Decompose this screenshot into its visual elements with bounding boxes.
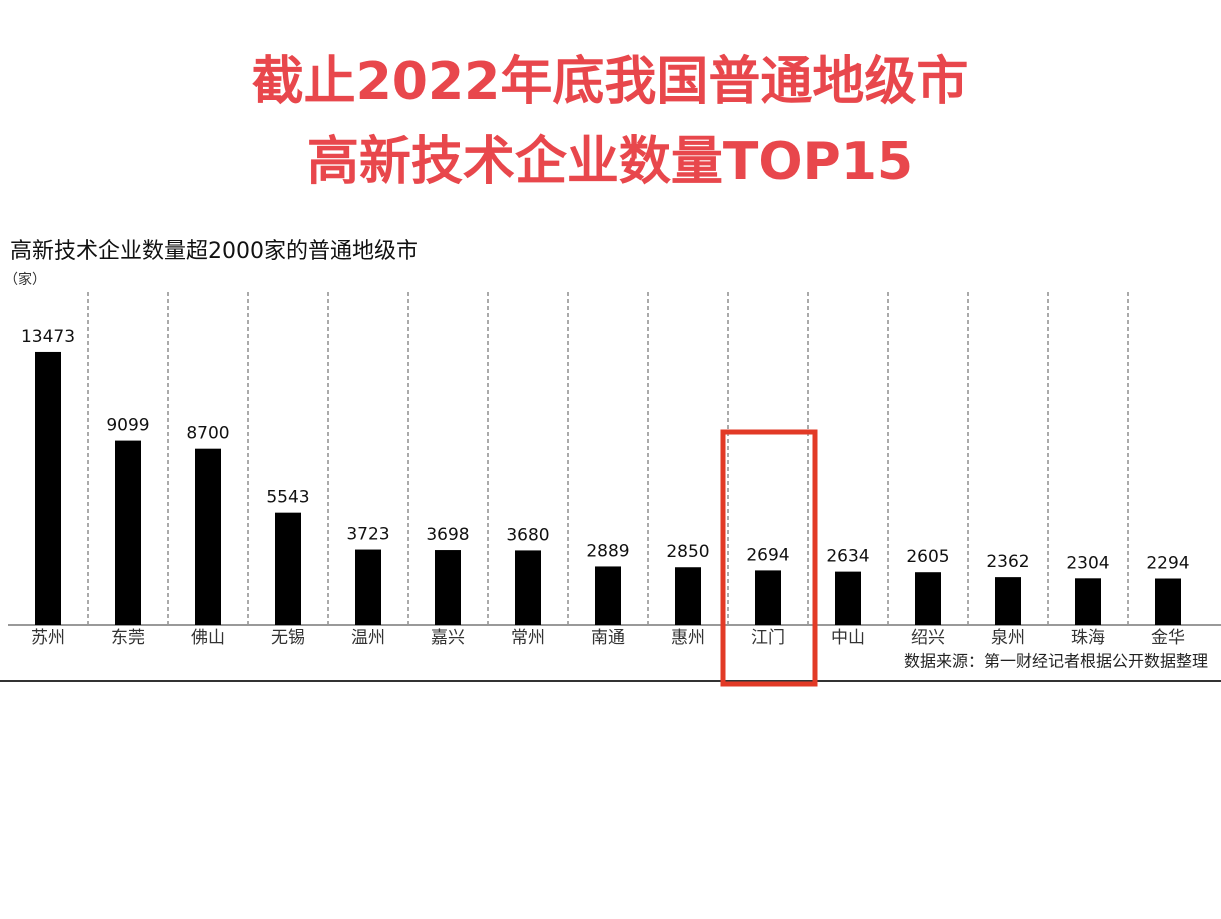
x-tick-label: 中山	[831, 628, 865, 648]
value-label: 2304	[1066, 553, 1109, 573]
x-tick-label: 嘉兴	[431, 628, 465, 648]
bar	[435, 550, 461, 625]
x-tick-label: 珠海	[1071, 628, 1105, 648]
unit-label: （家）	[4, 271, 46, 288]
x-tick-label: 惠州	[671, 628, 705, 648]
value-label: 9099	[106, 416, 149, 436]
value-label: 2294	[1146, 554, 1189, 574]
bar	[595, 566, 621, 625]
bar	[275, 512, 301, 625]
value-label: 2362	[986, 552, 1029, 572]
bar	[915, 572, 941, 625]
value-label: 2634	[826, 547, 869, 567]
bar	[755, 570, 781, 625]
x-tick-label: 常州	[511, 628, 545, 648]
highlight-box	[720, 429, 818, 687]
x-tick-label: 金华	[1151, 628, 1185, 648]
bar	[515, 550, 541, 625]
x-tick-label: 东莞	[111, 628, 145, 648]
value-label: 5543	[266, 488, 309, 508]
chart-subtitle: 高新技术企业数量超2000家的普通地级市	[10, 239, 418, 264]
x-tick-label: 绍兴	[911, 628, 945, 648]
value-label: 8700	[186, 424, 229, 444]
bar	[355, 549, 381, 625]
source-note: 数据来源：第一财经记者根据公开数据整理	[904, 652, 1208, 671]
bar	[675, 567, 701, 625]
value-label: 3723	[346, 525, 389, 545]
bar	[1075, 578, 1101, 625]
x-tick-label: 无锡	[271, 628, 305, 648]
bar	[35, 351, 61, 625]
value-label: 3698	[426, 525, 469, 545]
x-tick-label: 佛山	[191, 628, 225, 648]
value-label: 13473	[21, 327, 75, 347]
x-tick-label: 南通	[591, 628, 625, 648]
x-tick-label: 江门	[751, 628, 785, 648]
value-label: 3680	[506, 525, 549, 545]
bar	[195, 448, 221, 625]
chart-title: 高新技术企业数量TOP15	[307, 132, 913, 192]
x-tick-label: 苏州	[31, 628, 65, 648]
bar	[995, 577, 1021, 625]
x-tick-label: 温州	[351, 628, 385, 648]
chart-title: 截止2022年底我国普通地级市	[252, 52, 969, 112]
value-label: 2694	[746, 545, 789, 565]
bar	[835, 571, 861, 625]
value-label: 2850	[666, 542, 709, 562]
bar	[115, 440, 141, 625]
value-label: 2889	[586, 541, 629, 561]
x-tick-label: 泉州	[991, 628, 1025, 648]
bar	[1155, 578, 1181, 625]
value-label: 2605	[906, 547, 949, 567]
